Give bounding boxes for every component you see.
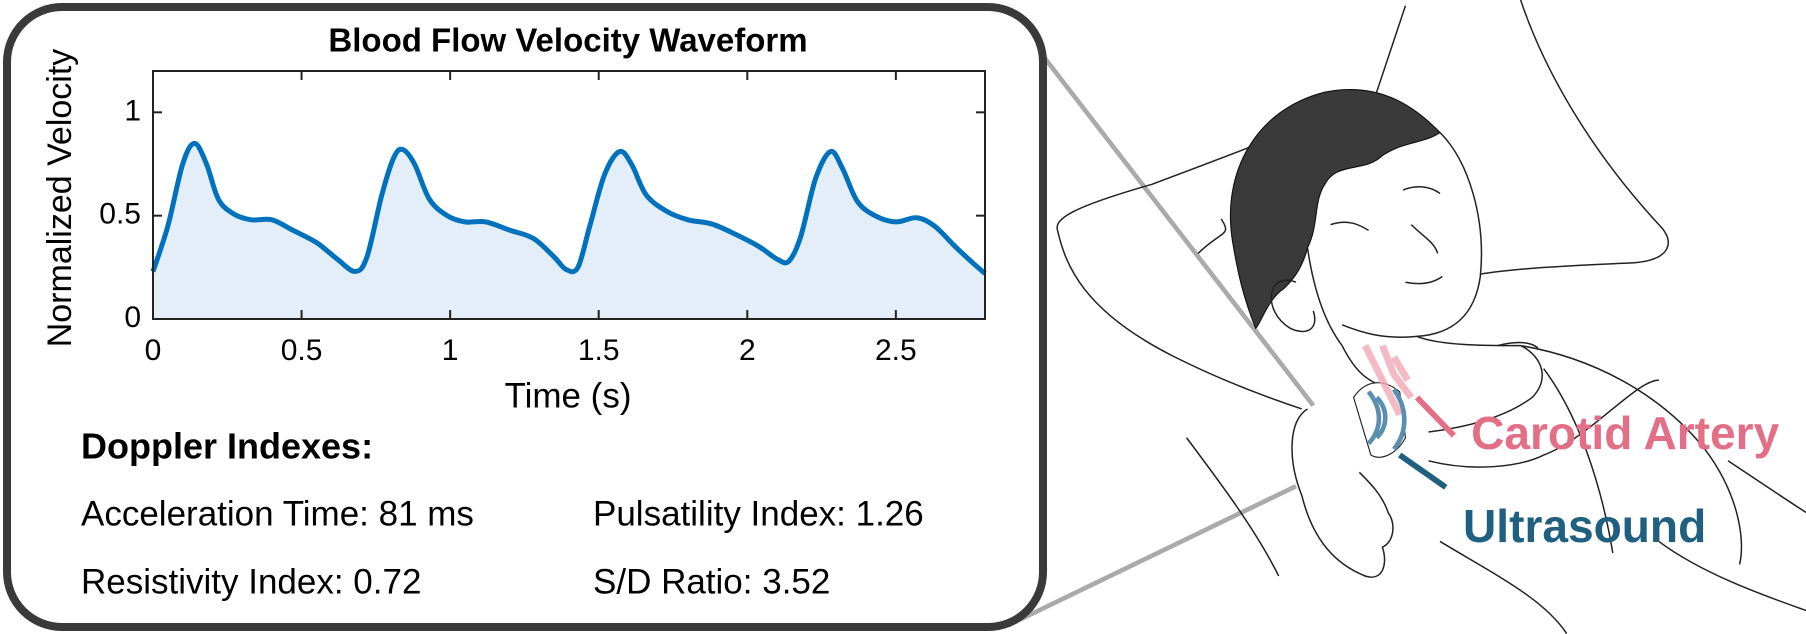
artery — [1362, 344, 1414, 417]
y-tick-label: 0.5 — [99, 198, 141, 231]
hand — [1291, 408, 1394, 578]
x-tick-label: 0.5 — [281, 334, 323, 367]
chart-title: Blood Flow Velocity Waveform — [328, 22, 807, 59]
area — [153, 143, 985, 319]
face-features — [1330, 186, 1443, 285]
artery-pointer — [1414, 395, 1456, 438]
x-axis-label: Time (s) — [504, 376, 631, 415]
zoom-line — [1040, 53, 1316, 407]
hair — [1229, 88, 1441, 330]
y-axis-label: Normalized Velocity — [41, 49, 79, 348]
index-item: Resistivity Index: 0.72 — [81, 562, 421, 601]
ear — [1270, 279, 1316, 333]
pillow-fold — [1197, 218, 1227, 254]
x-tick-label: 2.5 — [875, 334, 917, 367]
y-tick-label: 1 — [124, 94, 141, 127]
probe-label: Ultrasound — [1463, 500, 1706, 552]
y-tick-label: 0 — [124, 301, 141, 334]
illustration: Carotid Artery Ultrasound — [1018, 0, 1806, 634]
line — [150, 140, 987, 276]
face — [1306, 131, 1483, 347]
x-tick-label: 1.5 — [578, 334, 620, 367]
index-item: Pulsatility Index: 1.26 — [593, 494, 924, 533]
zoom-line — [1018, 484, 1298, 622]
x-tick-label: 1 — [442, 334, 459, 367]
x-tick-label: 2 — [739, 334, 756, 367]
artery-label: Carotid Artery — [1471, 407, 1779, 459]
index-item: Acceleration Time: 81 ms — [81, 494, 474, 533]
blanket — [1185, 437, 1806, 634]
plot-frame — [152, 70, 986, 320]
index-item: S/D Ratio: 3.52 — [593, 562, 830, 601]
ultrasound-waves — [1366, 388, 1407, 451]
indexes-heading: Doppler Indexes: — [81, 426, 373, 467]
probe-pointer — [1398, 452, 1448, 490]
body — [1341, 335, 1743, 565]
x-tick-label: 0 — [145, 334, 162, 367]
